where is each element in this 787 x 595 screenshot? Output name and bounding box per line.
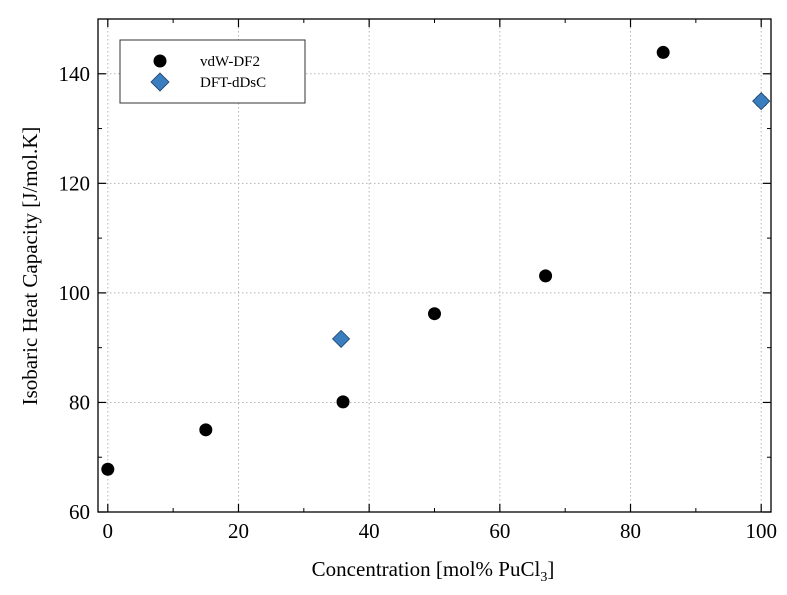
- legend-marker-vdw-df2: [153, 54, 167, 68]
- y-tick-label: 60: [69, 500, 90, 524]
- ticks: [98, 19, 771, 513]
- y-tick-label: 100: [59, 281, 91, 305]
- legend-marker-dft-ddsc: [150, 72, 170, 92]
- y-tick-label: 140: [59, 62, 91, 86]
- data-point: [199, 423, 213, 437]
- legend-box: [119, 39, 306, 104]
- tick-labels: 0 20 40 60 80 100 60 80 100 120 140: [59, 62, 777, 543]
- x-tick-label: 100: [745, 519, 777, 543]
- legend: vdW-DF2 DFT-dDsC: [119, 39, 306, 104]
- x-axis-title: Concentration [mol% PuCl3]: [312, 557, 555, 585]
- data-point: [539, 269, 553, 283]
- series-dft-ddsc: [331, 92, 771, 348]
- x-axis-title-main: Concentration [mol% PuCl: [312, 557, 541, 581]
- x-axis-title-close: ]: [547, 557, 554, 581]
- y-tick-label: 120: [59, 171, 91, 195]
- data-point: [428, 307, 441, 321]
- y-tick-label: 80: [69, 390, 90, 414]
- x-tick-label: 60: [489, 519, 510, 543]
- data-point: [101, 462, 115, 476]
- x-tick-label: 80: [620, 519, 641, 543]
- y-axis-title: Isobaric Heat Capacity [J/mol.K]: [18, 127, 42, 406]
- legend-label-vdw-df2: vdW-DF2: [200, 54, 260, 70]
- data-point: [752, 92, 771, 111]
- x-axis-title-subscript: 3: [540, 570, 547, 585]
- x-tick-label: 0: [103, 519, 114, 543]
- x-tick-label: 20: [228, 519, 249, 543]
- data-point: [336, 395, 350, 409]
- data-point: [656, 45, 670, 59]
- data-series: [101, 45, 771, 476]
- data-point: [331, 329, 351, 348]
- x-tick-label: 40: [359, 519, 380, 543]
- legend-label-dft-ddsc: DFT-dDsC: [200, 75, 266, 91]
- series-vdw-df2: [101, 45, 768, 476]
